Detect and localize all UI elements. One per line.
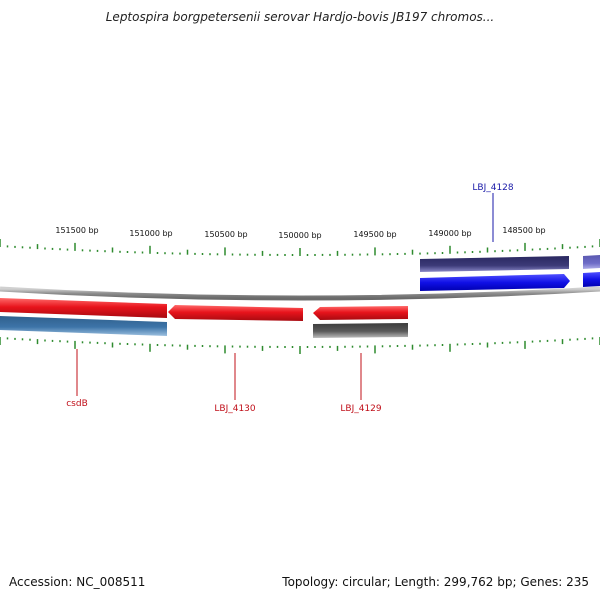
scale-label: 149000 bp (428, 229, 471, 238)
gene-label[interactable]: LBJ_4130 (214, 404, 256, 414)
gene-feature-csdb[interactable] (0, 298, 167, 318)
gene-feature-bright-blue[interactable] (420, 274, 570, 291)
gene-feature-lbj4128[interactable] (420, 256, 569, 272)
map-title: Leptospira borgpetersenii serovar Hardjo… (105, 10, 495, 24)
chromosome-backbone (0, 286, 600, 301)
scale-label: 150000 bp (278, 231, 321, 240)
gene-label[interactable]: LBJ_4128 (472, 183, 514, 193)
scale-labels: 151500 bp 151000 bp 150500 bp 150000 bp … (55, 226, 545, 240)
scale-ticks-top (0, 239, 600, 256)
scale-label: 149500 bp (353, 230, 396, 239)
gene-label-group-lbj4130[interactable]: LBJ_4130 (214, 353, 256, 414)
gene-feature-bright-blue-2[interactable] (583, 272, 600, 287)
gene-feature-grey[interactable] (313, 323, 408, 338)
scale-label: 150500 bp (204, 230, 247, 239)
gene-label[interactable]: LBJ_4129 (340, 404, 382, 414)
scale-ticks-bottom (0, 337, 600, 354)
gene-label[interactable]: csdB (66, 399, 88, 409)
accession-text: Accession: NC_008511 (9, 575, 146, 589)
scale-label: 151500 bp (55, 226, 98, 235)
gene-feature-lbj4129[interactable] (313, 306, 408, 320)
gene-label-group-lbj4128[interactable]: LBJ_4128 (472, 183, 514, 242)
summary-text: Topology: circular; Length: 299,762 bp; … (282, 575, 589, 589)
gene-label-group-csdb[interactable]: csdB (66, 349, 88, 409)
scale-label: 151000 bp (129, 229, 172, 238)
gene-feature-purple[interactable] (583, 255, 600, 269)
gene-feature-lbj4130[interactable] (168, 305, 303, 321)
gene-feature-steelblue[interactable] (0, 316, 167, 336)
scale-label: 148500 bp (502, 226, 545, 235)
gene-label-group-lbj4129[interactable]: LBJ_4129 (340, 353, 382, 414)
